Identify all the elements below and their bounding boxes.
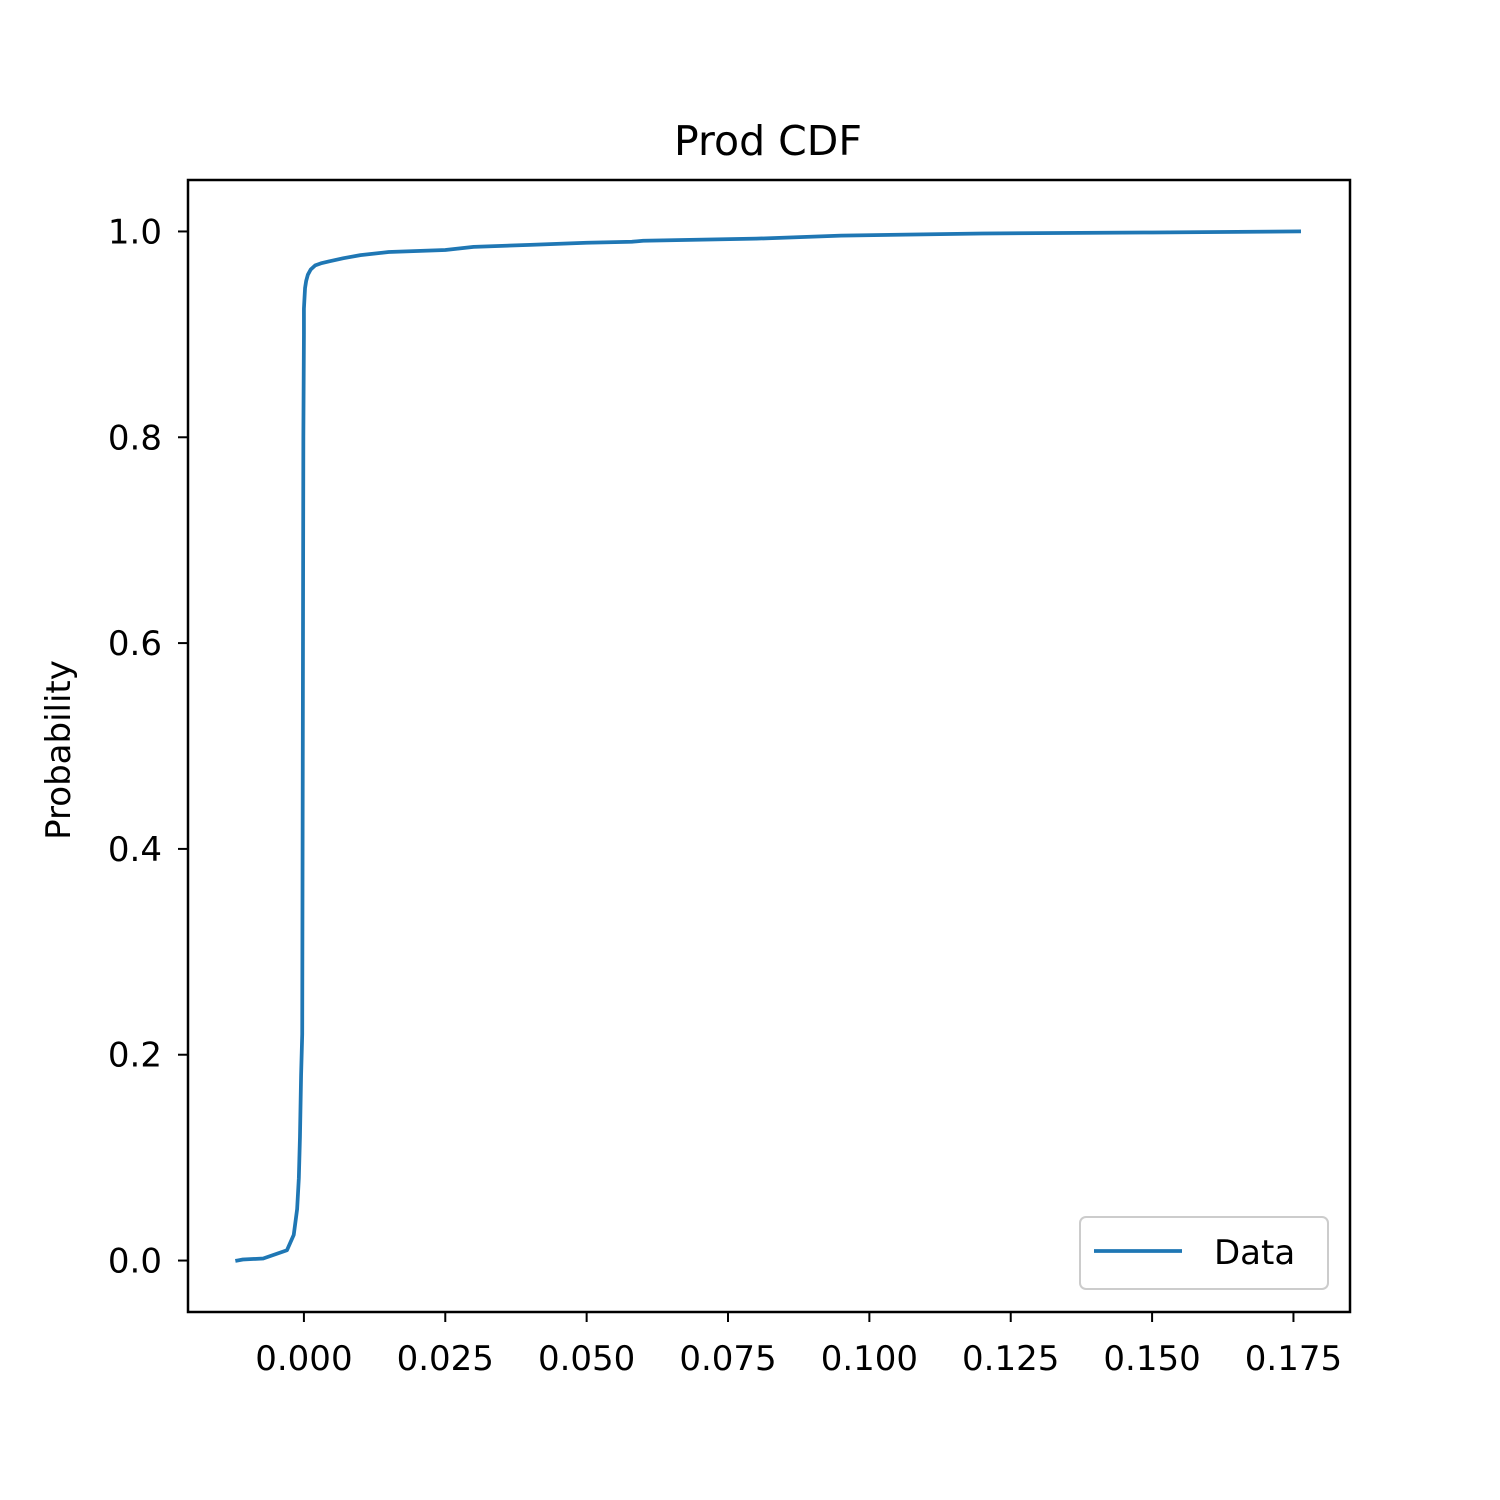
y-axis-label: Probability	[39, 660, 79, 840]
y-tick-label: 0.4	[108, 830, 162, 870]
y-tick-label: 0.2	[108, 1036, 162, 1076]
x-tick-label: 0.125	[962, 1339, 1059, 1379]
x-tick-label: 0.100	[821, 1339, 918, 1379]
legend-label: Data	[1214, 1233, 1295, 1273]
series-line-0	[235, 229, 1301, 1263]
axes-frame	[186, 178, 1352, 1314]
legend-box	[1079, 1216, 1329, 1290]
x-tick-label: 0.175	[1245, 1339, 1342, 1379]
y-tick-label: 0.6	[108, 624, 162, 664]
x-tick-label: 0.050	[538, 1339, 635, 1379]
y-tick-label: 1.0	[108, 212, 162, 252]
legend: Data	[1079, 1216, 1329, 1290]
y-tick-label: 0.8	[108, 418, 162, 458]
y-tick-label: 0.0	[108, 1242, 162, 1282]
x-tick-label: 0.075	[679, 1339, 776, 1379]
x-tick-label: 0.025	[397, 1339, 494, 1379]
y-axis: 0.0 0.2 0.4 0.6 0.8 1.0	[108, 212, 188, 1282]
x-tick-label: 0.000	[255, 1339, 352, 1379]
x-axis: 0.000 0.025 0.050 0.075 0.100 0.125 0.150 0.175	[255, 1312, 1342, 1379]
chart-title: Prod CDF	[674, 117, 862, 165]
plot-area	[235, 229, 1301, 1263]
x-tick-label: 0.150	[1103, 1339, 1200, 1379]
